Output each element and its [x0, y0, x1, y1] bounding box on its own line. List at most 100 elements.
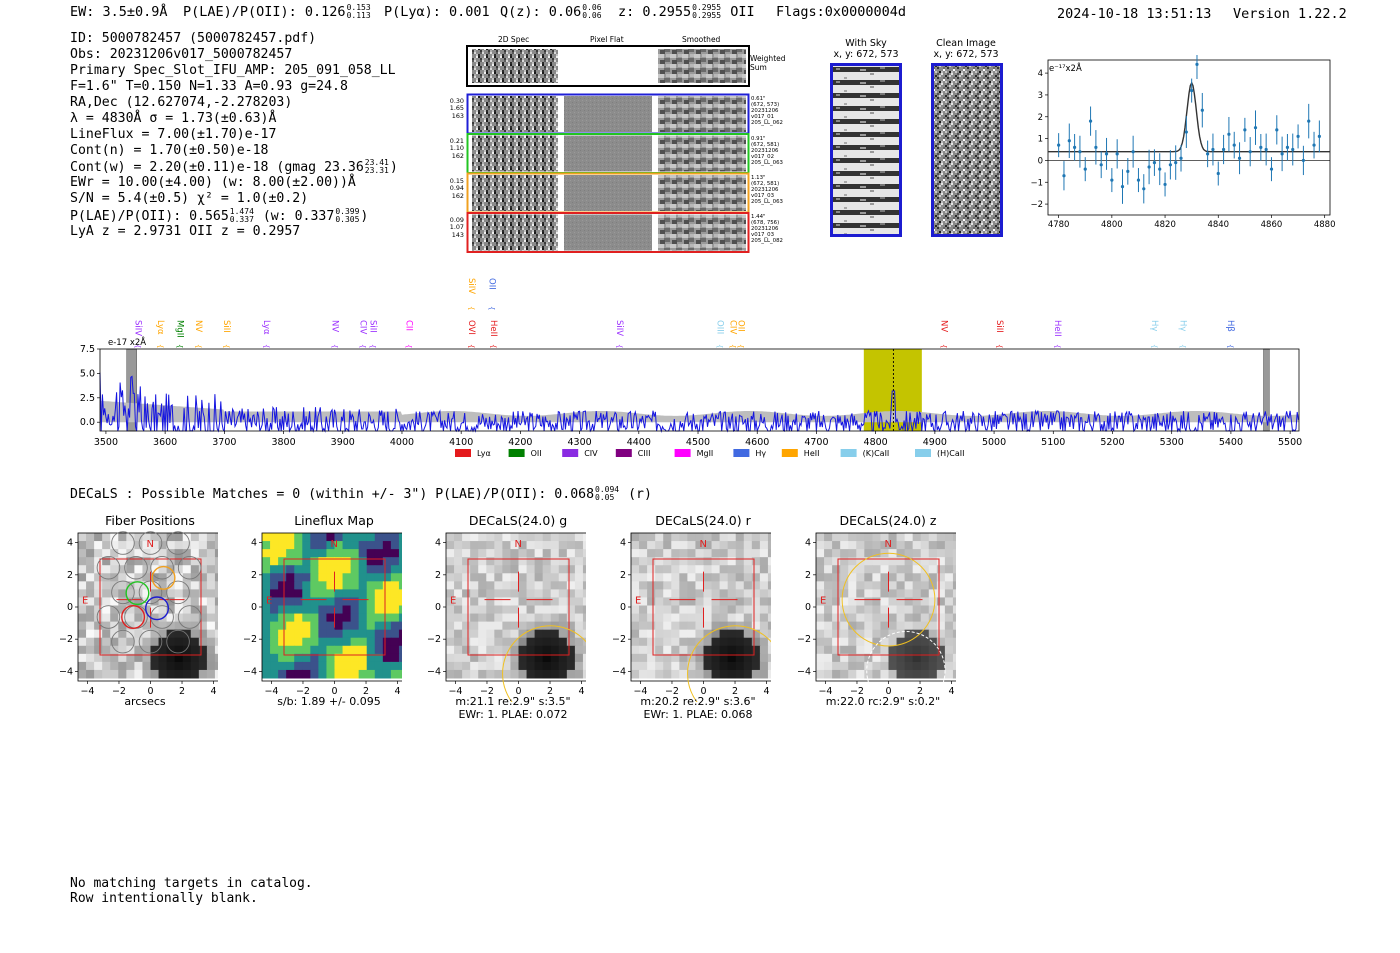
thumb-pixel — [374, 637, 384, 647]
thumb-pixel — [687, 573, 696, 582]
thumb-pixel — [318, 557, 327, 566]
thumb-pixel — [374, 669, 384, 679]
info-contw: Cont(w) = 2.20(±0.11)e-18 (gmag 23.36 23.… — [70, 158, 398, 176]
thumb-pixel — [398, 581, 402, 590]
thumb-pixel — [78, 613, 87, 623]
spectrum-xtick-label: 4100 — [449, 437, 473, 448]
thumb-pixel — [952, 637, 956, 647]
thumb-pixel — [334, 629, 344, 639]
thumb-pixel — [494, 557, 503, 566]
thumb-pixel — [711, 621, 721, 631]
thumb-pixel — [142, 573, 151, 582]
thumb-pixel — [382, 669, 392, 679]
thumb-pixel — [912, 589, 922, 598]
thumb-pixel — [294, 613, 303, 623]
thumb-pixel — [671, 541, 680, 550]
thumb-pixel — [663, 565, 672, 574]
thumb-pixel — [920, 565, 930, 574]
thumb-pixel — [478, 629, 487, 639]
thumb-pixel — [880, 669, 889, 679]
thumb-pixel — [558, 573, 568, 582]
thumb-pixel — [502, 533, 511, 542]
thumb-pixel — [904, 621, 914, 631]
thumb-pixel — [142, 565, 151, 574]
thumb-pixel — [840, 557, 849, 566]
thumb-ytick-label: 2 — [620, 570, 626, 581]
thumb-pixel — [142, 541, 151, 550]
thumb-pixel — [542, 581, 552, 590]
thumb-pixel — [302, 629, 311, 639]
thumb-pixel — [735, 533, 745, 542]
thumb-pixel — [767, 661, 771, 671]
thumb-pixel — [214, 573, 218, 582]
thumb-pixel — [278, 533, 287, 542]
thumb-pixel — [198, 557, 208, 566]
thumb-pixel — [94, 629, 103, 639]
thumb-pixel — [840, 533, 849, 542]
thumb-pixel — [767, 621, 771, 631]
thumb-pixel — [695, 653, 704, 663]
thumb-pixel — [944, 565, 954, 574]
cutout-right-labels-2: 1.13" (672, 581) 20231206 v017_03 205_LL_063 — [751, 175, 783, 206]
thumb-title-g: DECaLS(24.0) g — [468, 513, 568, 528]
thumb-pixel — [470, 653, 479, 663]
thumb-pixel — [166, 669, 176, 679]
thumb-pixel — [182, 597, 192, 606]
thumb-pixel — [631, 605, 640, 615]
thumb-pixel — [896, 549, 906, 558]
thumb-pixel — [102, 589, 111, 598]
thumb-pixel — [904, 669, 914, 679]
thumb-pixel — [358, 581, 368, 590]
thumb-pixel — [759, 637, 769, 647]
zoom-data-point — [1168, 163, 1172, 167]
thumb-pixel — [816, 581, 825, 590]
cutout-2dspec-1 — [472, 135, 558, 172]
thumb-pixel — [824, 565, 833, 574]
thumb-pixel — [928, 573, 938, 582]
thumb-pixel — [350, 557, 360, 566]
fiber-circle — [177, 555, 202, 580]
thumb-pixel — [486, 589, 495, 598]
thumb-pixel — [494, 541, 503, 550]
thumb-pixel — [526, 581, 536, 590]
thumb-pixel — [639, 621, 648, 631]
spectral-line-label: SiII — [994, 320, 1004, 333]
thumb-pixel — [366, 621, 376, 631]
thumb-pixel — [679, 589, 688, 598]
thumb-pixel — [751, 549, 761, 558]
thumb-pixel — [832, 541, 841, 550]
thumb-pixel — [751, 597, 761, 606]
spectrum-xtick-label: 4500 — [686, 437, 710, 448]
zoom-data-point — [1104, 152, 1109, 156]
thumb-pixel — [542, 565, 552, 574]
zoom-data-point — [1280, 152, 1284, 156]
thumb-pixel — [864, 621, 873, 631]
thumb-pixel — [743, 621, 753, 631]
thumb-pixel — [142, 645, 151, 655]
thumb-pixel — [174, 597, 184, 606]
thumb-pixel — [358, 661, 368, 671]
thumb-pixel — [952, 629, 956, 639]
thumb-pixel — [270, 605, 279, 615]
thumb-pixel — [334, 589, 344, 598]
zoom-xtick-label: 4820 — [1154, 220, 1176, 230]
thumb-pixel — [743, 637, 753, 647]
thumb-pixel — [126, 565, 135, 574]
thumb-pixel — [719, 589, 729, 598]
thumb-pixel — [302, 621, 311, 631]
thumb-caption-lineflux: s/b: 1.89 +/- 0.095 — [277, 695, 381, 708]
thumb-pixel — [462, 629, 471, 639]
thumb-pixel — [759, 557, 769, 566]
thumb-pixel — [767, 613, 771, 623]
cutout-pixelflat-1 — [564, 135, 652, 172]
zoom-fit-plot: e⁻¹⁷x2Å 4780 4800 4820 4840 4860 488043210−1−… — [1030, 55, 1335, 230]
thumb-pixel — [542, 549, 552, 558]
thumb-pixel — [920, 629, 930, 639]
thumb-pixel — [944, 645, 954, 655]
thumb-pixel — [671, 549, 680, 558]
thumb-pixel — [888, 637, 898, 647]
thumb-pixel — [310, 533, 319, 542]
legend-label: CIII — [638, 449, 651, 458]
thumb-pixel — [631, 597, 640, 606]
